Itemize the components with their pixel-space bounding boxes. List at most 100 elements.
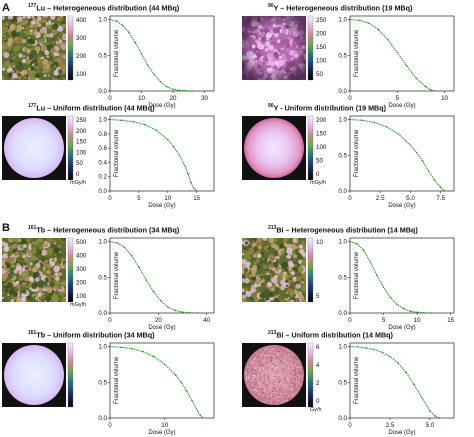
dvh-point [193,187,195,189]
plot-frame [109,237,215,314]
colorbar-tick-label: 200 [316,117,327,124]
x-axis-label: Dose (Gy) [148,103,175,109]
panel-title-text: – Uniform distribution (34 MBq) [45,330,155,340]
colorbar-unit-label: mGy/h [70,302,87,308]
isotope-mass-number: 177 [28,103,37,109]
colorbar-gradient [307,15,314,81]
dvh-point [362,249,365,251]
y-tick-label: 0.5 [338,379,347,386]
y-tick-label: 0.8 [98,131,107,138]
colorbar: 200 150 100 50 0 [307,115,327,181]
x-tick-label: 2.5 [386,422,395,429]
x-tick-label: 10 [161,422,168,429]
colorbar-tick-label: 150 [316,44,327,51]
x-tick-label: 5 [382,317,386,324]
y-tick-label: 0.0 [98,88,107,95]
panel-title-text: - Uniform distribution (19 MBq) [278,103,387,113]
isotope-element: Tb [36,225,46,235]
colorbar-tick-label: 200 [316,31,327,38]
x-axis-label: Dose (Gy) [148,430,175,436]
panel-tb-uniform: 161Tb – Uniform distribution (34 MBq) 0.0… [0,327,234,436]
colorbar-tick-label: 150 [316,131,327,138]
colorbar-tick-label: 10 [316,239,323,246]
dvh-point [405,371,407,373]
panel-title: 213Bi – Heterogeneous distribution (14 M… [268,225,418,234]
dvh-chart: 0.0 0.5 1.0 0 5 10 Dose (Gy) Fractional volume [338,15,455,109]
colorbar-tick-label: 6 [316,344,320,351]
dvh-point [439,186,442,189]
colorbar-gradient [307,115,314,181]
x-tick-label: 0 [108,95,112,102]
y-axis-label: Fractional volume [114,356,120,404]
plot-frame [349,237,455,314]
y-axis-label: Fractional volume [354,251,360,299]
colorbar-tick-label: 100 [76,293,87,300]
y-tick-label: 0.5 [98,274,107,281]
y-tick-label: 0.5 [338,152,347,159]
panel-y-uniform: 90Y - Uniform distribution (19 MBq) 200 15… [240,100,474,209]
dvh-point [132,121,134,123]
y-tick-label: 0.0 [98,310,107,317]
panel-title: 177Lu – Uniform distribution (44 MBq) [28,103,155,112]
dose-rate-map [242,343,306,407]
x-tick-label: 0 [348,95,352,102]
colorbar-tick-label: 0 [76,171,80,178]
panel-title: 213Bi – Uniform distribution (14 MBq) [268,330,393,339]
dvh-point [356,243,358,245]
isotope-mass-number: 90 [268,3,274,9]
x-axis-label: Dose (Gy) [388,430,415,436]
panel-title-text: – Heterogeneous distribution (44 MBq) [45,3,180,13]
x-tick-label: 0 [348,317,352,324]
dvh-point [381,351,383,353]
dvh-point [143,123,146,126]
dvh-point [202,417,204,419]
dvh-point [195,190,198,192]
dvh-point [415,151,418,154]
y-tick-label: 0.5 [98,52,107,59]
x-tick-label: 5 [137,195,141,202]
dvh-point [429,312,432,314]
x-tick-label: 10 [414,317,421,324]
colorbar: 10 5 [307,237,323,303]
panel-lu-heterogeneous: 177Lu – Heterogeneous distribution (44 M… [0,0,234,109]
colorbar: 6 4 2 0 [307,342,320,408]
y-axis-label: Fractional volume [114,251,120,299]
dvh-point [199,414,202,416]
dvh-point [349,345,351,348]
y-tick-label: 1.0 [338,344,347,351]
dvh-point [140,53,143,55]
dvh-point [357,346,359,348]
panel-title: 90Y - Uniform distribution (19 MBq) [268,103,386,112]
plot-frame [349,115,455,192]
dvh-point [166,86,168,88]
dvh-point [434,90,436,92]
x-tick-label: 7.5 [436,195,445,202]
y-axis-label: Fractional volume [354,29,360,77]
y-tick-label: 0.4 [98,159,107,166]
colorbar-tick-label: 50 [316,71,323,78]
x-axis-label: Dose (Gy) [148,203,175,209]
x-axis-label: Dose (Gy) [388,203,415,209]
colorbar-unit-label: Gy/h [310,407,322,413]
dvh-point [424,86,427,88]
x-axis-label: Dose (Gy) [388,103,415,109]
isotope-mass-number: 90 [268,103,274,109]
dvh-point [385,126,387,128]
dvh-point [109,18,111,21]
colorbar-tick-label: 100 [316,58,327,65]
dvh-point [187,173,189,175]
plot-frame [349,342,455,419]
isotope-mass-number: 177 [28,3,37,9]
isotope-mass-number: 213 [268,225,277,231]
dvh-chart: 0.0 0.5 1.0 0 20 40 Dose (Gy) Fractional volume [98,237,215,331]
colorbar-tick-label: 100 [316,144,327,151]
dvh-point [120,119,123,121]
dose-rate-map [242,116,306,180]
dvh-point [358,19,361,21]
dvh-chart: 0.0 0.2 0.4 0.6 0.8 1.0 0 5 10 15 Dose (Gy) Fractio… [98,115,215,209]
colorbar-tick-label: 150 [76,139,87,146]
x-tick-label: 0 [108,317,112,324]
dvh-point [152,290,155,293]
y-tick-label: 0.0 [338,188,347,195]
